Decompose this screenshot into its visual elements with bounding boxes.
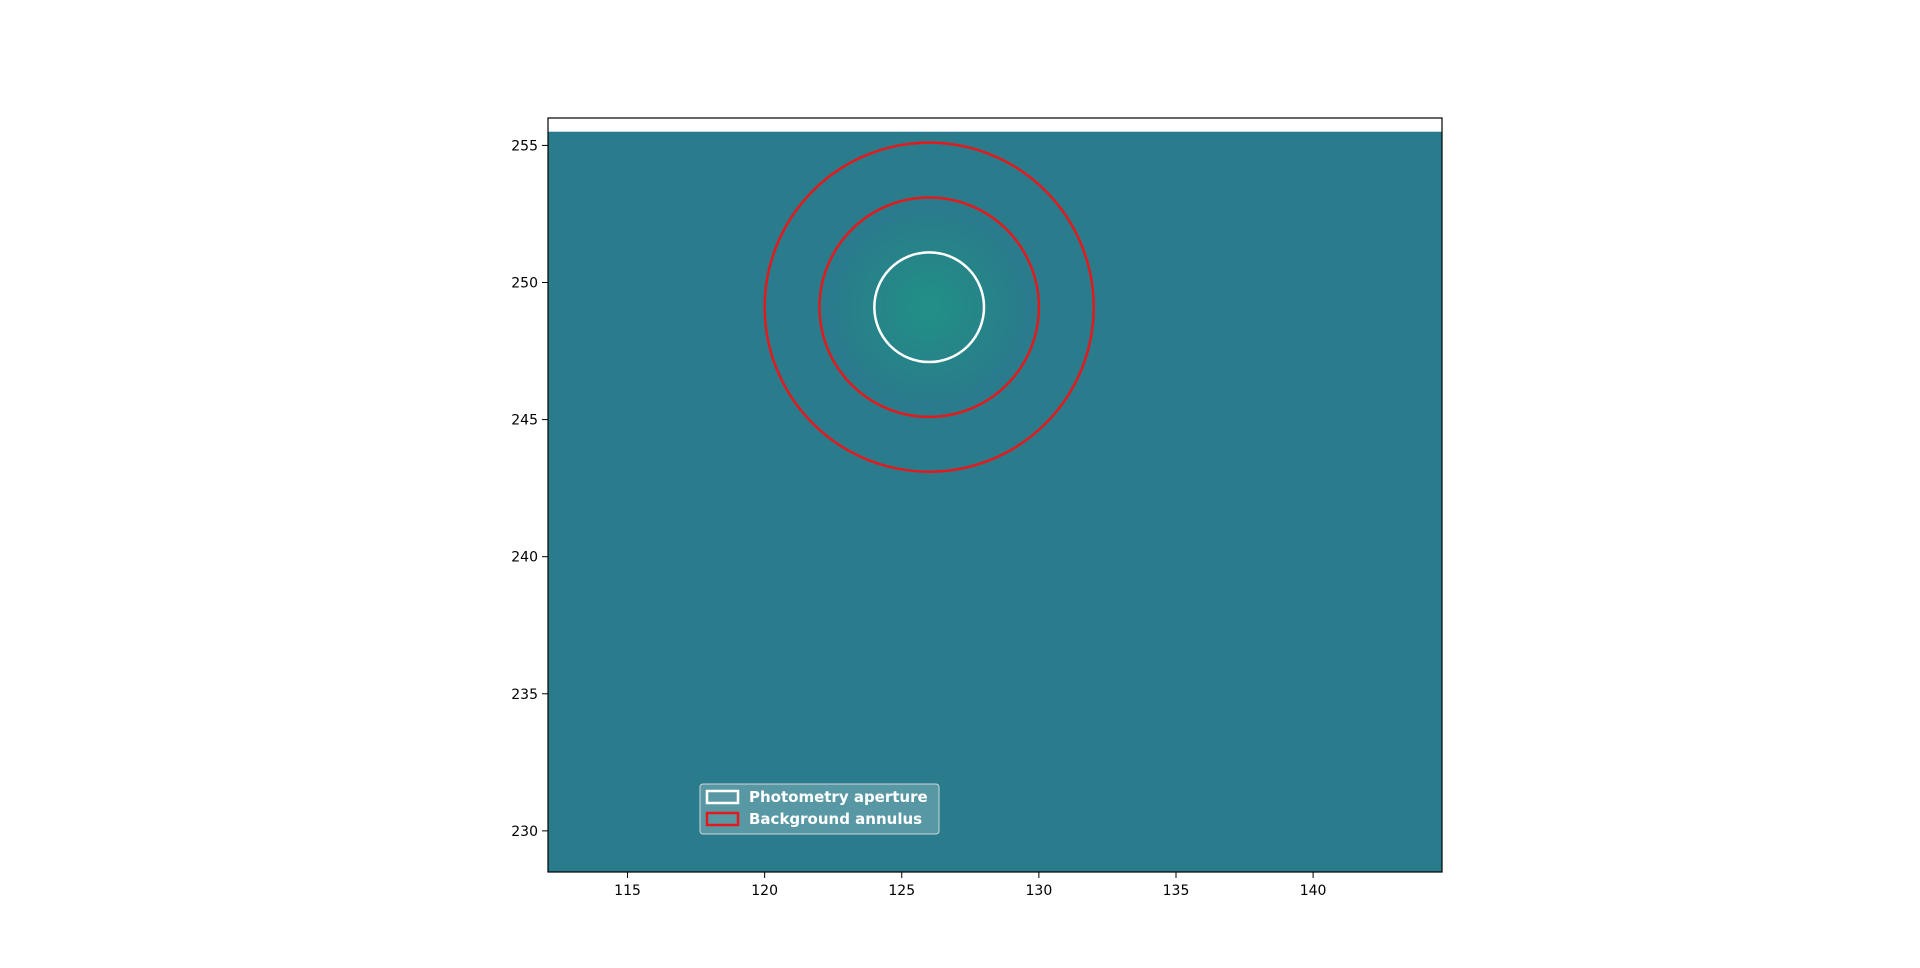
x-tick-label: 135 bbox=[1163, 883, 1190, 899]
y-tick-label: 255 bbox=[511, 138, 538, 154]
y-tick-label: 250 bbox=[511, 276, 538, 292]
legend-swatch-photometry-aperture bbox=[705, 789, 740, 805]
background-annulus-inner-circle bbox=[818, 196, 1041, 419]
y-tick-label: 240 bbox=[511, 550, 538, 566]
legend-label-background-annulus: Background annulus bbox=[749, 810, 922, 828]
y-tick-label: 245 bbox=[511, 413, 538, 429]
source-star bbox=[830, 208, 1028, 406]
x-tick-label: 130 bbox=[1026, 883, 1053, 899]
x-axis: 115 120 125 130 135 140 bbox=[614, 872, 1326, 899]
plot-area bbox=[548, 131, 1442, 872]
legend-frame bbox=[699, 783, 940, 835]
legend-label-photometry-aperture: Photometry aperture bbox=[749, 788, 928, 806]
legend-swatch-background-annulus bbox=[705, 811, 740, 827]
x-tick-label: 120 bbox=[751, 883, 778, 899]
x-tick-label: 115 bbox=[614, 883, 641, 899]
y-tick-label: 230 bbox=[511, 824, 538, 840]
x-tick-label: 140 bbox=[1300, 883, 1327, 899]
legend: Photometry aperture Background annulus bbox=[699, 783, 940, 835]
background-annulus-outer-circle bbox=[763, 141, 1095, 473]
y-tick-label: 235 bbox=[511, 687, 538, 703]
y-axis: 230 235 240 245 250 255 bbox=[511, 138, 548, 840]
axes-frame bbox=[547, 117, 1443, 873]
photometry-aperture-circle bbox=[873, 251, 986, 364]
x-tick-label: 125 bbox=[888, 883, 915, 899]
